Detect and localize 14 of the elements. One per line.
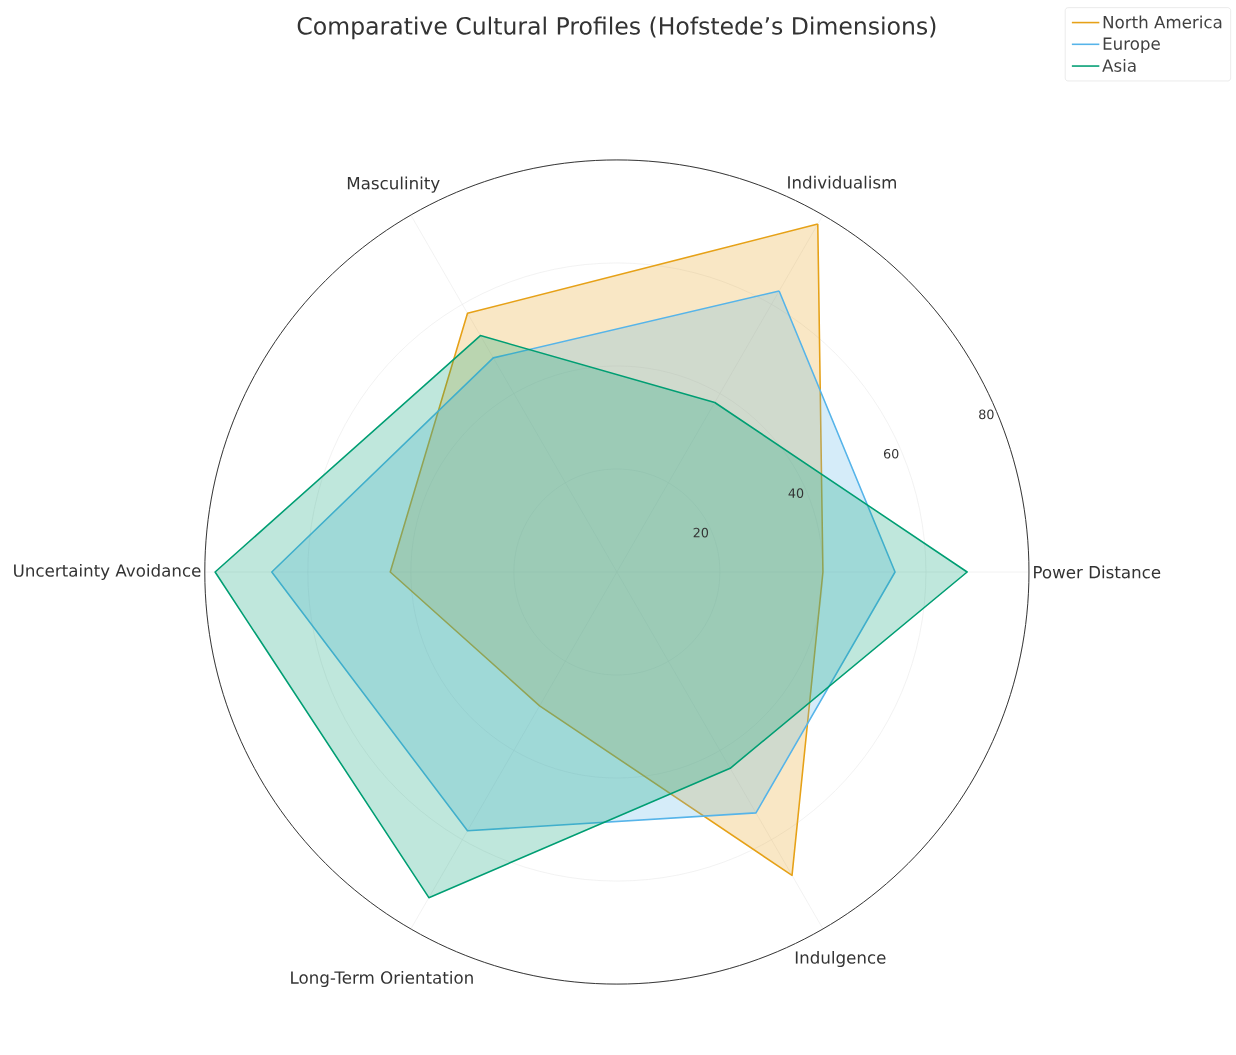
- spoke-label: Power Distance: [1034, 565, 1161, 579]
- spoke-label: Masculinity: [347, 176, 440, 193]
- legend-label: North America: [1103, 15, 1222, 29]
- spoke-label: Individualism: [788, 175, 896, 189]
- chart-title: Comparative Cultural Profiles (Hofstede’s Dimensions): [297, 16, 936, 40]
- legend-label: Europe: [1103, 37, 1160, 54]
- spoke-label: Indulgence: [795, 951, 886, 968]
- y-tick-label: 60: [883, 449, 899, 459]
- spoke-label: Long-Term Orientation: [291, 971, 473, 988]
- y-tick-label: 40: [788, 488, 804, 499]
- spoke-label: Uncertainty Avoidance: [14, 564, 201, 581]
- y-tick-label: 80: [979, 409, 994, 420]
- legend-label: Asia: [1102, 59, 1136, 72]
- y-tick-label: 20: [693, 527, 709, 538]
